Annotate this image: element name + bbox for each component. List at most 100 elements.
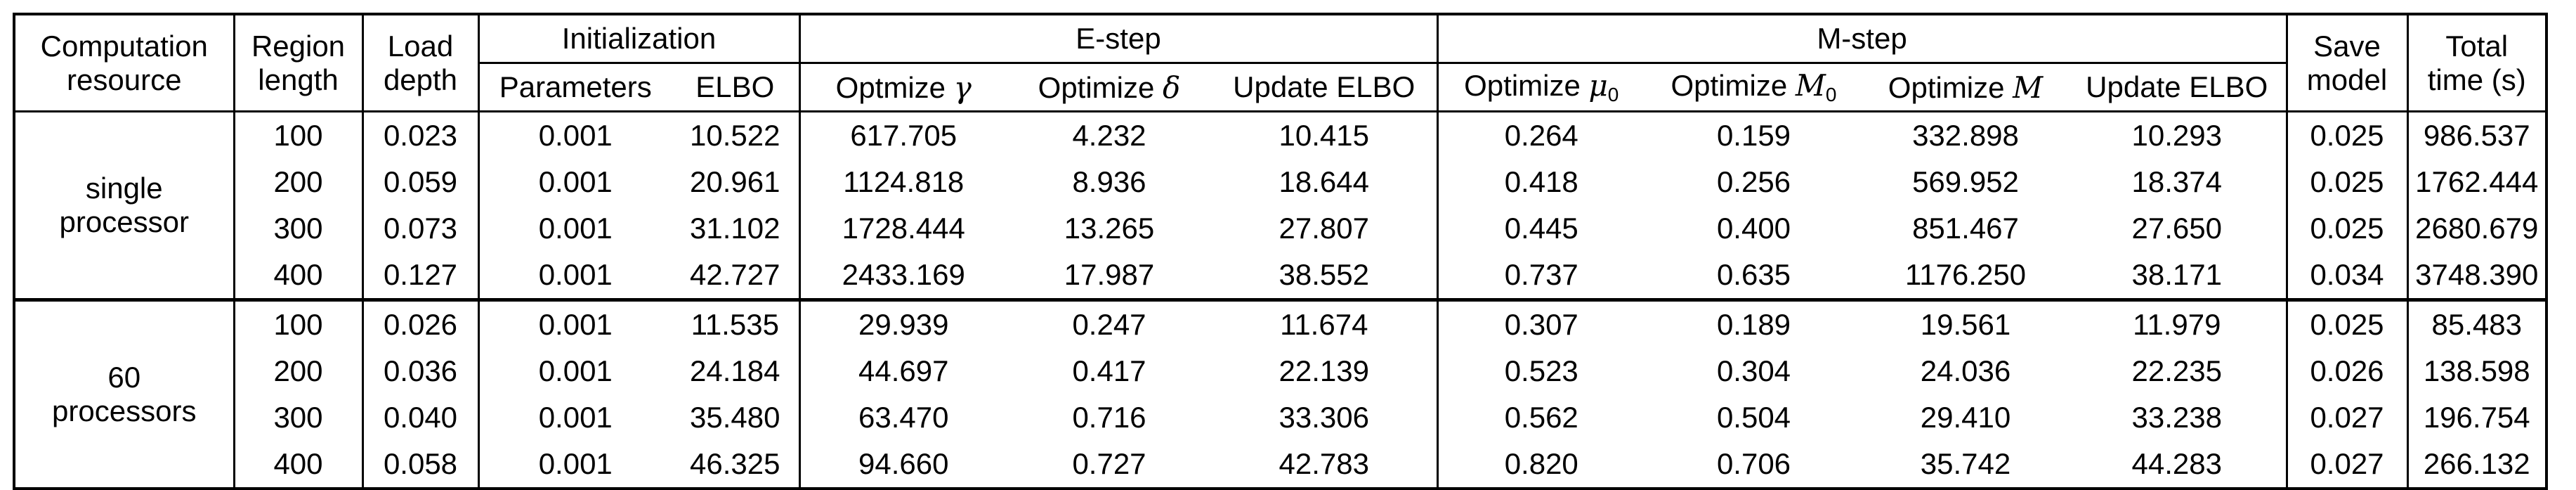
header-save-model: Save model [2287,14,2409,112]
parameters-cell: 0.001 [538,165,613,198]
load-depth-cell: 0.026 [362,298,480,348]
region-length-cell: 200 [234,159,364,205]
optimize-gamma-cell: 94.660 [858,447,949,480]
update-elbo-m-cell: 44.283 [2068,441,2288,489]
table-row: 200 0.036 0.001 24.184 44.697 0.417 22.139 0.52… [14,348,2546,394]
parameters-cell: 0.001 [538,447,613,480]
save-model-cell: 0.027 [2287,441,2409,489]
parameters-cell: 0.001 [538,354,613,387]
parameters-cell: 0.001 [538,212,613,245]
resource-label: 60 [107,361,141,394]
optimize-mu0-cell: 0.820 [1504,447,1578,480]
update-elbo-m-cell: 18.374 [2068,159,2288,205]
optimize-delta-cell: 13.265 [1064,212,1155,245]
update-elbo-e-cell: 22.139 [1212,348,1439,394]
optimize-gamma-cell: 1728.444 [842,212,965,245]
total-time-cell: 266.132 [2423,447,2530,480]
total-time-cell: 2680.679 [2415,212,2539,245]
optimize-mu0-cell: 0.737 [1504,258,1578,291]
total-time-cell: 138.598 [2423,354,2530,387]
elbo-cell: 24.184 [672,348,801,394]
optimize-mu0-cell: 0.418 [1504,165,1578,198]
elbo-cell: 31.102 [672,205,801,252]
parameters-cell: 0.001 [538,258,613,291]
optimize-m-cell: 332.898 [1863,110,2068,159]
optimize-mu0-cell: 0.307 [1437,298,1645,348]
optimize-gamma-cell: 44.697 [858,354,949,387]
elbo-cell: 20.961 [672,159,801,205]
table-row: single processor 100 0.023 0.001 10.522 617.70… [14,110,2546,300]
total-time-cell: 986.537 [2407,110,2546,159]
update-elbo-e-cell: 10.415 [1212,110,1439,159]
total-time-cell: 196.754 [2423,401,2530,434]
header-e-step: E-step [799,14,1439,64]
optimize-gamma-cell: 63.470 [858,401,949,434]
timing-table: Computation resource Region length Load … [13,13,2548,490]
optimize-mu0-cell: 0.445 [1504,212,1578,245]
update-elbo-m-cell: 38.171 [2068,252,2288,300]
resource-cell: single processor [14,110,235,300]
header-optimize-mu0: Optimize μ0 [1464,68,1619,105]
update-elbo-m-cell: 11.979 [2068,298,2288,348]
region-length-cell: 100 [234,110,364,159]
optimize-delta-cell: 8.936 [1072,165,1146,198]
header-computation-resource: Computation resource [14,14,235,112]
optimize-m-cell: 851.467 [1912,212,2019,245]
resource-cell: 60 processors [14,298,235,489]
update-elbo-e-cell: 18.644 [1212,159,1439,205]
optimize-m0-cell: 0.400 [1716,212,1791,245]
header-total-time: Total time (s) [2427,29,2526,96]
update-elbo-m-cell: 33.238 [2068,394,2288,441]
optimize-delta-cell: 0.716 [1072,401,1146,434]
optimize-delta-cell: 0.727 [1072,447,1146,480]
table-body: single processor 100 0.023 0.001 10.522 617.70… [14,110,2546,489]
table-row: 300 0.040 0.001 35.480 63.470 0.716 33.306 0.56… [14,394,2546,441]
save-model-cell: 0.025 [2287,110,2409,159]
optimize-mu0-cell: 0.264 [1437,110,1645,159]
parameters-cell: 0.001 [538,401,613,434]
optimize-delta-cell: 17.987 [1064,258,1155,291]
load-depth-cell: 0.059 [362,159,480,205]
resource-label: single [85,172,163,205]
optimize-m0-cell: 0.706 [1716,447,1791,480]
update-elbo-e-cell: 33.306 [1212,394,1439,441]
optimize-delta-cell: 0.417 [1072,354,1146,387]
load-depth-cell: 0.073 [362,205,480,252]
header-optimize-m: Optimize M [1888,70,2044,105]
optimize-m0-cell: 0.159 [1645,110,1863,159]
region-length-cell: 400 [234,252,364,300]
table-row: 400 0.058 0.001 46.325 94.660 0.727 42.783 0.82… [14,441,2546,489]
header-update-elbo-m: Update ELBO [2068,63,2288,112]
elbo-cell: 10.522 [672,110,801,159]
region-length-cell: 300 [234,205,364,252]
optimize-m0-cell: 0.635 [1716,258,1791,291]
region-length-cell: 300 [234,394,364,441]
load-depth-cell: 0.127 [362,252,480,300]
optimize-m0-cell: 0.304 [1716,354,1791,387]
header-optimize-m0: Optimize M0 [1671,68,1837,105]
header-initialization: Initialization [478,14,801,64]
optimize-mu0-cell: 0.523 [1504,354,1578,387]
resource-label: processor [59,205,189,238]
total-time-cell: 85.483 [2407,298,2546,348]
header-region-length: Region length [234,14,364,112]
update-elbo-e-cell: 42.783 [1212,441,1439,489]
update-elbo-m-cell: 10.293 [2068,110,2288,159]
optimize-m-cell: 35.742 [1920,447,2011,480]
optimize-m0-cell: 0.256 [1716,165,1791,198]
optimize-mu0-cell: 0.562 [1504,401,1578,434]
header-optimize-gamma: Optmize γ [835,70,972,105]
optimize-m-cell: 569.952 [1912,165,2019,198]
save-model-cell: 0.034 [2287,252,2409,300]
region-length-cell: 100 [234,298,364,348]
optimize-gamma-cell: 29.939 [799,298,1007,348]
header-parameters: Parameters [499,70,652,103]
total-time-cell: 1762.444 [2415,165,2539,198]
save-model-cell: 0.026 [2287,348,2409,394]
update-elbo-m-cell: 22.235 [2068,348,2288,394]
optimize-gamma-cell: 1124.818 [843,165,965,198]
parameters-cell: 0.001 [478,298,672,348]
save-model-cell: 0.027 [2287,394,2409,441]
optimize-m0-cell: 0.504 [1716,401,1791,434]
region-length-cell: 200 [234,348,364,394]
